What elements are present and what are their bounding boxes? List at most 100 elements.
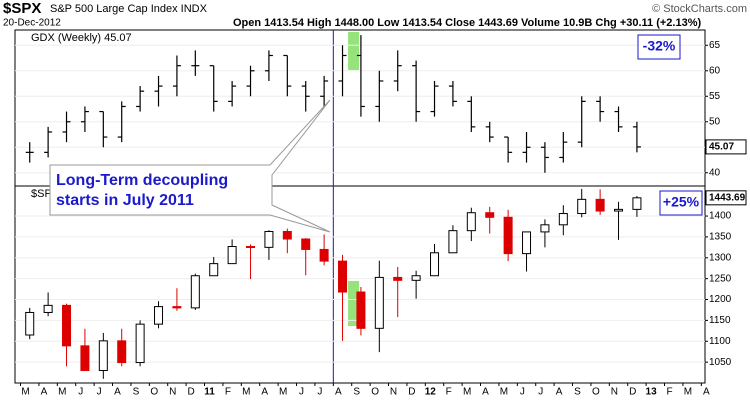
x-tick-label: F — [446, 387, 452, 398]
x-tick-label: O — [150, 387, 158, 398]
y-tick-label: 60 — [709, 65, 721, 76]
overlay: Long-Term decoupling starts in July 2011 — [49, 99, 331, 233]
candle-body — [595, 198, 605, 212]
last-value-label: 1443.69 — [709, 192, 746, 203]
highlight — [348, 281, 360, 326]
annotation: +25% — [663, 194, 700, 210]
x-tick-label: A — [703, 387, 710, 398]
x-tick-label: J — [78, 387, 83, 398]
y-tick-label: 1250 — [709, 273, 732, 284]
candle-body — [558, 213, 568, 226]
x-tick-label: M — [279, 387, 287, 398]
candle-body — [154, 306, 164, 325]
x-tick-label: D — [188, 387, 195, 398]
x-tick-label: N — [169, 387, 176, 398]
y-tick-label: 1400 — [709, 211, 732, 222]
logo: © StockCharts.com — [652, 3, 747, 15]
x-tick-label: A — [482, 387, 489, 398]
y-tick-label: 40 — [709, 167, 721, 178]
index-name: S&P 500 Large Cap Index INDX — [50, 3, 208, 15]
highlight — [348, 32, 360, 70]
x-tick-label: A — [335, 387, 342, 398]
candle-body — [98, 340, 108, 371]
symbol: $SPX — [3, 0, 41, 17]
candle-body — [374, 276, 384, 329]
candle-body — [80, 345, 90, 371]
x-tick-label: M — [463, 387, 471, 398]
x-tick-label: O — [371, 387, 379, 398]
candle-body — [62, 304, 72, 347]
x-tick-label: F — [666, 387, 672, 398]
x-tick-label: D — [629, 387, 636, 398]
x-tick-label: A — [114, 387, 121, 398]
candle-body — [540, 224, 550, 233]
candle-body — [246, 246, 256, 249]
candle-body — [319, 248, 329, 262]
x-tick-label: M — [21, 387, 29, 398]
x-tick-label: N — [390, 387, 397, 398]
y-tick-label: 1050 — [709, 357, 732, 368]
callout-text: starts in July 2011 — [56, 192, 194, 209]
x-tick-label: M — [58, 387, 66, 398]
x-tick-label: A — [556, 387, 563, 398]
y-tick-label: 1150 — [709, 315, 731, 326]
candle-body — [466, 212, 476, 232]
candle-body — [448, 230, 458, 254]
callout-box — [49, 99, 331, 233]
candle-body — [356, 291, 366, 329]
x-tick-label: D — [408, 387, 415, 398]
candle-body — [209, 263, 219, 277]
x-tick-label: S — [574, 387, 581, 398]
x-tick-label: 13 — [646, 387, 658, 398]
x-tick-label: S — [133, 387, 140, 398]
x-tick-label: A — [41, 387, 48, 398]
candle-body — [632, 197, 642, 210]
candle-body — [135, 323, 145, 364]
candle-body — [522, 231, 532, 255]
x-tick-label: A — [261, 387, 268, 398]
y-tick-label: 65 — [709, 40, 721, 51]
last-value-label: 45.07 — [709, 142, 734, 153]
marks: 404550556065GDX (Weekly) 45.0745.07-32%1… — [15, 30, 747, 398]
x-tick-label: N — [611, 387, 618, 398]
x-tick-label: J — [299, 387, 304, 398]
x-tick-label: J — [97, 387, 102, 398]
candle-body — [227, 246, 237, 265]
candle-body — [117, 340, 127, 364]
candle-body — [577, 198, 587, 215]
x-tick-label: O — [592, 387, 600, 398]
quote: Open 1413.54 High 1448.00 Low 1413.54 Cl… — [233, 17, 701, 29]
y-tick-label: 1300 — [709, 252, 732, 263]
candle-body — [485, 212, 495, 218]
panel-label: GDX (Weekly) 45.07 — [31, 32, 132, 44]
x-tick-label: 12 — [425, 387, 437, 398]
y-tick-label: 1100 — [709, 336, 731, 347]
candle-body — [301, 238, 311, 250]
y-tick-label: 55 — [709, 91, 721, 102]
x-tick-label: J — [317, 387, 322, 398]
candle-body — [190, 275, 200, 309]
x-tick-label: S — [353, 387, 360, 398]
candle-body — [172, 306, 182, 309]
x-tick-label: F — [225, 387, 231, 398]
candle-body — [614, 208, 624, 212]
callout-text: Long-Term decoupling — [56, 172, 228, 189]
x-tick-label: J — [538, 387, 543, 398]
y-tick-label: 50 — [709, 116, 721, 127]
candle-body — [503, 216, 513, 255]
annotation: -32% — [643, 38, 676, 54]
candle-body — [338, 260, 348, 293]
last-value-box — [705, 139, 747, 155]
y-tick-label: 1350 — [709, 232, 732, 243]
annotation-box — [637, 34, 681, 60]
annotation-box — [659, 190, 703, 216]
candle-body — [43, 304, 53, 313]
plot-frame — [14, 29, 706, 384]
x-tick-label: M — [242, 387, 250, 398]
candle-body — [264, 230, 274, 248]
candle-body — [282, 230, 292, 240]
candle-body — [393, 276, 403, 281]
x-tick-label: M — [684, 387, 692, 398]
y-tick-label: 1200 — [709, 294, 732, 305]
